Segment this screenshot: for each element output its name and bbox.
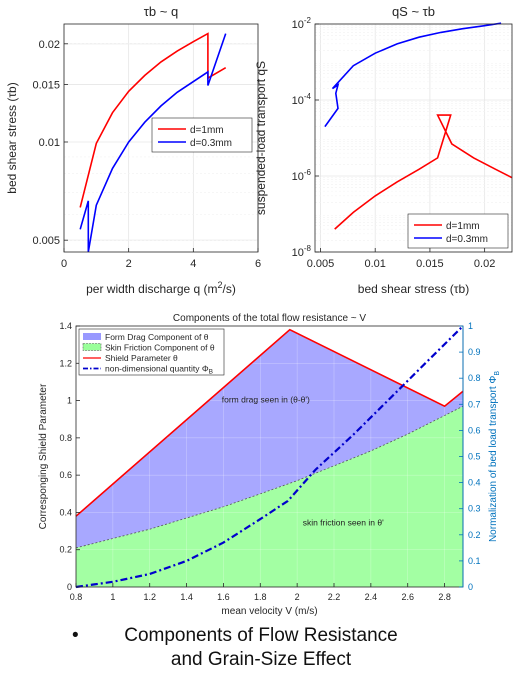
y-tick-label: 0.01 bbox=[39, 137, 60, 149]
x-tick-label: 2.8 bbox=[438, 592, 451, 602]
x-tick-label: 2 bbox=[126, 258, 132, 270]
annotation-form-drag: form drag seen in (θ-θ') bbox=[222, 394, 310, 404]
x-tick-label: 6 bbox=[255, 258, 261, 270]
x-tick-label: 2.4 bbox=[365, 592, 378, 602]
y-axis-label: suspended-load transport qS bbox=[254, 61, 268, 215]
y-tick-label: 0.4 bbox=[59, 507, 72, 517]
skin-friction-area bbox=[76, 406, 463, 587]
legend-label: Shield Parameter θ bbox=[105, 353, 178, 363]
x-axis-label: bed shear stress (τb) bbox=[358, 282, 469, 296]
y2-tick-label: 0.2 bbox=[468, 530, 481, 540]
x-axis-label: per width discharge q (m2/s) bbox=[86, 280, 236, 296]
x-tick-label: 1.2 bbox=[143, 592, 156, 602]
x-tick-label: 2.6 bbox=[401, 592, 414, 602]
x-tick-label: 1.6 bbox=[217, 592, 230, 602]
y-tick-label: 0.8 bbox=[59, 433, 72, 443]
caption-bullet: • bbox=[72, 625, 79, 646]
y2-tick-label: 1 bbox=[468, 321, 473, 331]
x-tick-label: 0.8 bbox=[70, 592, 83, 602]
y2-tick-label: 0.7 bbox=[468, 399, 481, 409]
y-tick-label: 0.02 bbox=[39, 39, 60, 51]
y-tick-label: 0.005 bbox=[32, 235, 60, 247]
shield-parameter-line bbox=[75, 328, 464, 517]
chart-2: 0.005 0.01 0.015 0.02 10-8 10-6 10-4 10-2 qS ~ τ… bbox=[254, 4, 513, 296]
legend-swatch bbox=[83, 333, 101, 340]
x-tick-label: 2 bbox=[295, 592, 300, 602]
y-tick-label: 10-6 bbox=[292, 168, 312, 183]
y-tick-label: 1 bbox=[67, 396, 72, 406]
x-tick-label: 0.015 bbox=[416, 258, 444, 270]
form-drag-area bbox=[76, 329, 463, 548]
y-tick-label: 0 bbox=[67, 582, 72, 592]
x-tick-label: 1.8 bbox=[254, 592, 267, 602]
x-tick-label: 2.2 bbox=[328, 592, 341, 602]
x-tick-label: 0.02 bbox=[474, 258, 495, 270]
y2-tick-label: 0.1 bbox=[468, 556, 481, 566]
y-tick-label: 1.4 bbox=[59, 321, 72, 331]
y2-tick-label: 0.9 bbox=[468, 347, 481, 357]
x-tick-label: 4 bbox=[190, 258, 196, 270]
x-axis-label: mean velocity V (m/s) bbox=[221, 606, 317, 617]
legend-label: d=0.3mm bbox=[190, 138, 232, 149]
axes-box bbox=[63, 23, 259, 253]
y-tick-label: 10-2 bbox=[292, 16, 312, 31]
y2-tick-label: 0.4 bbox=[468, 478, 481, 488]
y2-tick-label: 0.8 bbox=[468, 373, 481, 383]
caption-line-1: Components of Flow Resistance bbox=[124, 625, 398, 646]
x-tick-label: 1.4 bbox=[180, 592, 193, 602]
chart-title: qS ~ τb bbox=[392, 4, 435, 19]
x-tick-label: 0.01 bbox=[364, 258, 385, 270]
legend-label: non-dimensional quantity ΦB bbox=[105, 364, 213, 376]
y-tick-label: 0.2 bbox=[59, 545, 72, 555]
series-line-d=0.3mm bbox=[324, 22, 502, 128]
y2-tick-label: 0.3 bbox=[468, 504, 481, 514]
legend: d=1mm d=0.3mm bbox=[151, 117, 253, 153]
y2-tick-label: 0.5 bbox=[468, 452, 481, 462]
y-axis-label: Corresponging Shield Parameter bbox=[38, 383, 49, 529]
y2-axis-label: Normalization of bed load transport ΦB bbox=[488, 371, 501, 542]
y-tick-label: 0.015 bbox=[32, 80, 60, 92]
axes-box bbox=[314, 23, 513, 253]
caption: • Components of Flow Resistance and Grai… bbox=[0, 624, 522, 672]
x-tick-label: 0 bbox=[61, 258, 67, 270]
legend-box bbox=[407, 213, 509, 249]
legend-label: d=1mm bbox=[190, 125, 224, 136]
y-axis-label: bed shear stress (τb) bbox=[5, 82, 19, 193]
chart-title: τb ~ q bbox=[144, 4, 178, 19]
legend-label: Skin Friction Component of θ bbox=[105, 343, 215, 353]
legend-swatch bbox=[82, 343, 102, 351]
series-line-d=0.3mm bbox=[79, 33, 227, 253]
y2-tick-label: 0 bbox=[468, 582, 473, 592]
skin-friction-border bbox=[75, 405, 464, 549]
phi-b-line bbox=[75, 325, 464, 589]
caption-line-2: and Grain-Size Effect bbox=[170, 649, 352, 670]
legend: d=1mm d=0.3mm bbox=[407, 213, 509, 249]
x-tick-label: 1 bbox=[110, 592, 115, 602]
x-tick-label: 0.005 bbox=[307, 258, 335, 270]
legend-label: d=1mm bbox=[446, 221, 480, 232]
legend-label: Form Drag Component of θ bbox=[105, 332, 209, 342]
y-tick-label: 10-8 bbox=[292, 244, 312, 259]
chart-title: Components of the total flow resistance … bbox=[173, 313, 366, 324]
y-tick-label: 10-4 bbox=[292, 92, 312, 107]
y-tick-label: 1.2 bbox=[59, 358, 72, 368]
chart-1: 0 2 4 6 0.005 0.01 0.015 0.02 τb ~ q per width di… bbox=[5, 4, 261, 296]
y2-tick-label: 0.6 bbox=[468, 425, 481, 435]
series-line-d=1mm bbox=[334, 114, 513, 230]
legend-box bbox=[78, 328, 225, 376]
legend-label: d=0.3mm bbox=[446, 234, 488, 245]
chart-3: 0.8 1 1.2 1.4 1.6 1.8 2 2.2 2.4 2.6 2.8 0 0.2 0.4 0.6 0… bbox=[38, 313, 501, 617]
y-tick-label: 0.6 bbox=[59, 470, 72, 480]
annotation-skin-friction: skin friction seen in θ' bbox=[303, 517, 384, 527]
legend-box bbox=[151, 117, 253, 153]
series-line-d=1mm bbox=[79, 32, 227, 208]
